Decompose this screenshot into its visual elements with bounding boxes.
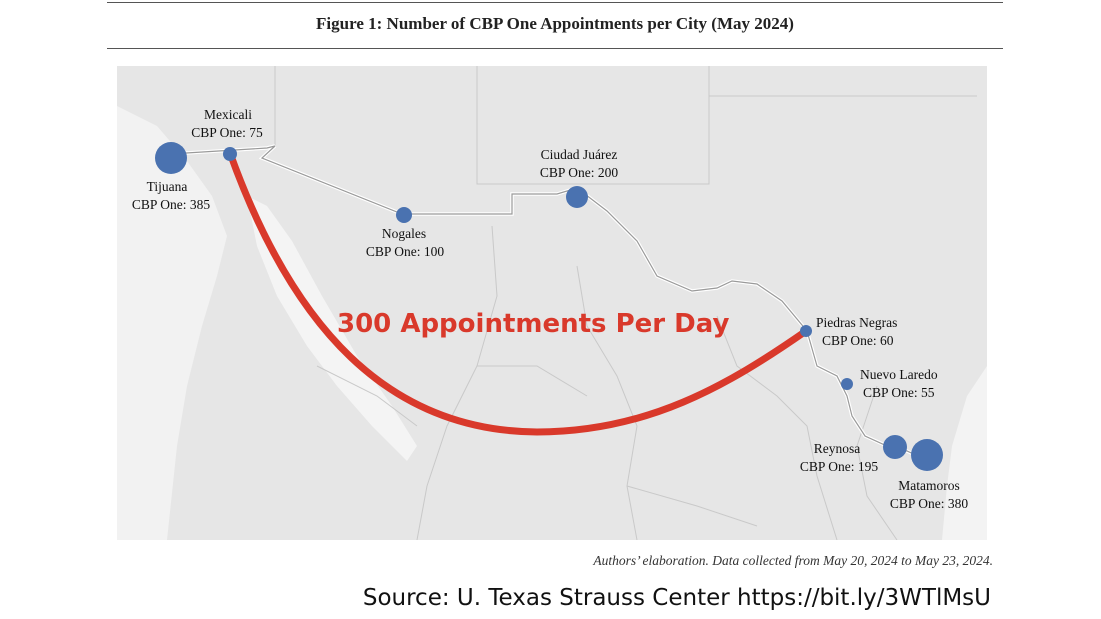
map-svg: 300 Appointments Per Day Tijuana CBP One… [117, 66, 987, 540]
figure-title: Figure 1: Number of CBP One Appointments… [316, 14, 794, 33]
label-nuevo-laredo-name: Nuevo Laredo [860, 367, 938, 382]
label-tijuana-value: CBP One: 385 [132, 197, 211, 212]
title-rule [107, 48, 1003, 49]
gulf-of-mexico [942, 366, 987, 540]
pacific-ocean [117, 106, 227, 540]
land-background [117, 66, 987, 540]
label-nogales-value: CBP One: 100 [366, 244, 445, 259]
marker-piedras-negras[interactable] [800, 325, 812, 337]
city-labels: Tijuana CBP One: 385 Mexicali CBP One: 7… [132, 107, 969, 511]
label-ciudad-juarez-value: CBP One: 200 [540, 165, 619, 180]
source-credit: Source: U. Texas Strauss Center https://… [362, 585, 991, 611]
label-nuevo-laredo-value: CBP One: 55 [863, 385, 935, 400]
figure-caption: Authors’ elaboration. Data collected fro… [593, 553, 993, 568]
marker-reynosa[interactable] [883, 435, 907, 459]
marker-ciudad-juarez[interactable] [566, 186, 588, 208]
marker-tijuana[interactable] [155, 142, 187, 174]
marker-nogales[interactable] [396, 207, 412, 223]
label-piedras-negras-name: Piedras Negras [816, 315, 897, 330]
label-mexicali-value: CBP One: 75 [191, 125, 263, 140]
route-arc [226, 149, 810, 436]
route-label: 300 Appointments Per Day [337, 309, 729, 339]
label-piedras-negras-value: CBP One: 60 [822, 333, 894, 348]
marker-matamoros[interactable] [911, 439, 943, 471]
label-ciudad-juarez-name: Ciudad Juárez [541, 147, 618, 162]
label-reynosa-name: Reynosa [814, 441, 861, 456]
map: 300 Appointments Per Day Tijuana CBP One… [117, 66, 987, 540]
us-mexico-border [169, 145, 930, 467]
label-tijuana-name: Tijuana [147, 179, 188, 194]
label-reynosa-value: CBP One: 195 [800, 459, 879, 474]
label-mexicali-name: Mexicali [204, 107, 252, 122]
marker-nuevo-laredo[interactable] [841, 378, 853, 390]
city-markers [155, 142, 943, 471]
marker-mexicali[interactable] [223, 147, 237, 161]
state-boundaries [274, 66, 977, 540]
label-matamoros-value: CBP One: 380 [890, 496, 969, 511]
top-rule [107, 2, 1003, 3]
label-matamoros-name: Matamoros [898, 478, 960, 493]
label-nogales-name: Nogales [382, 226, 426, 241]
